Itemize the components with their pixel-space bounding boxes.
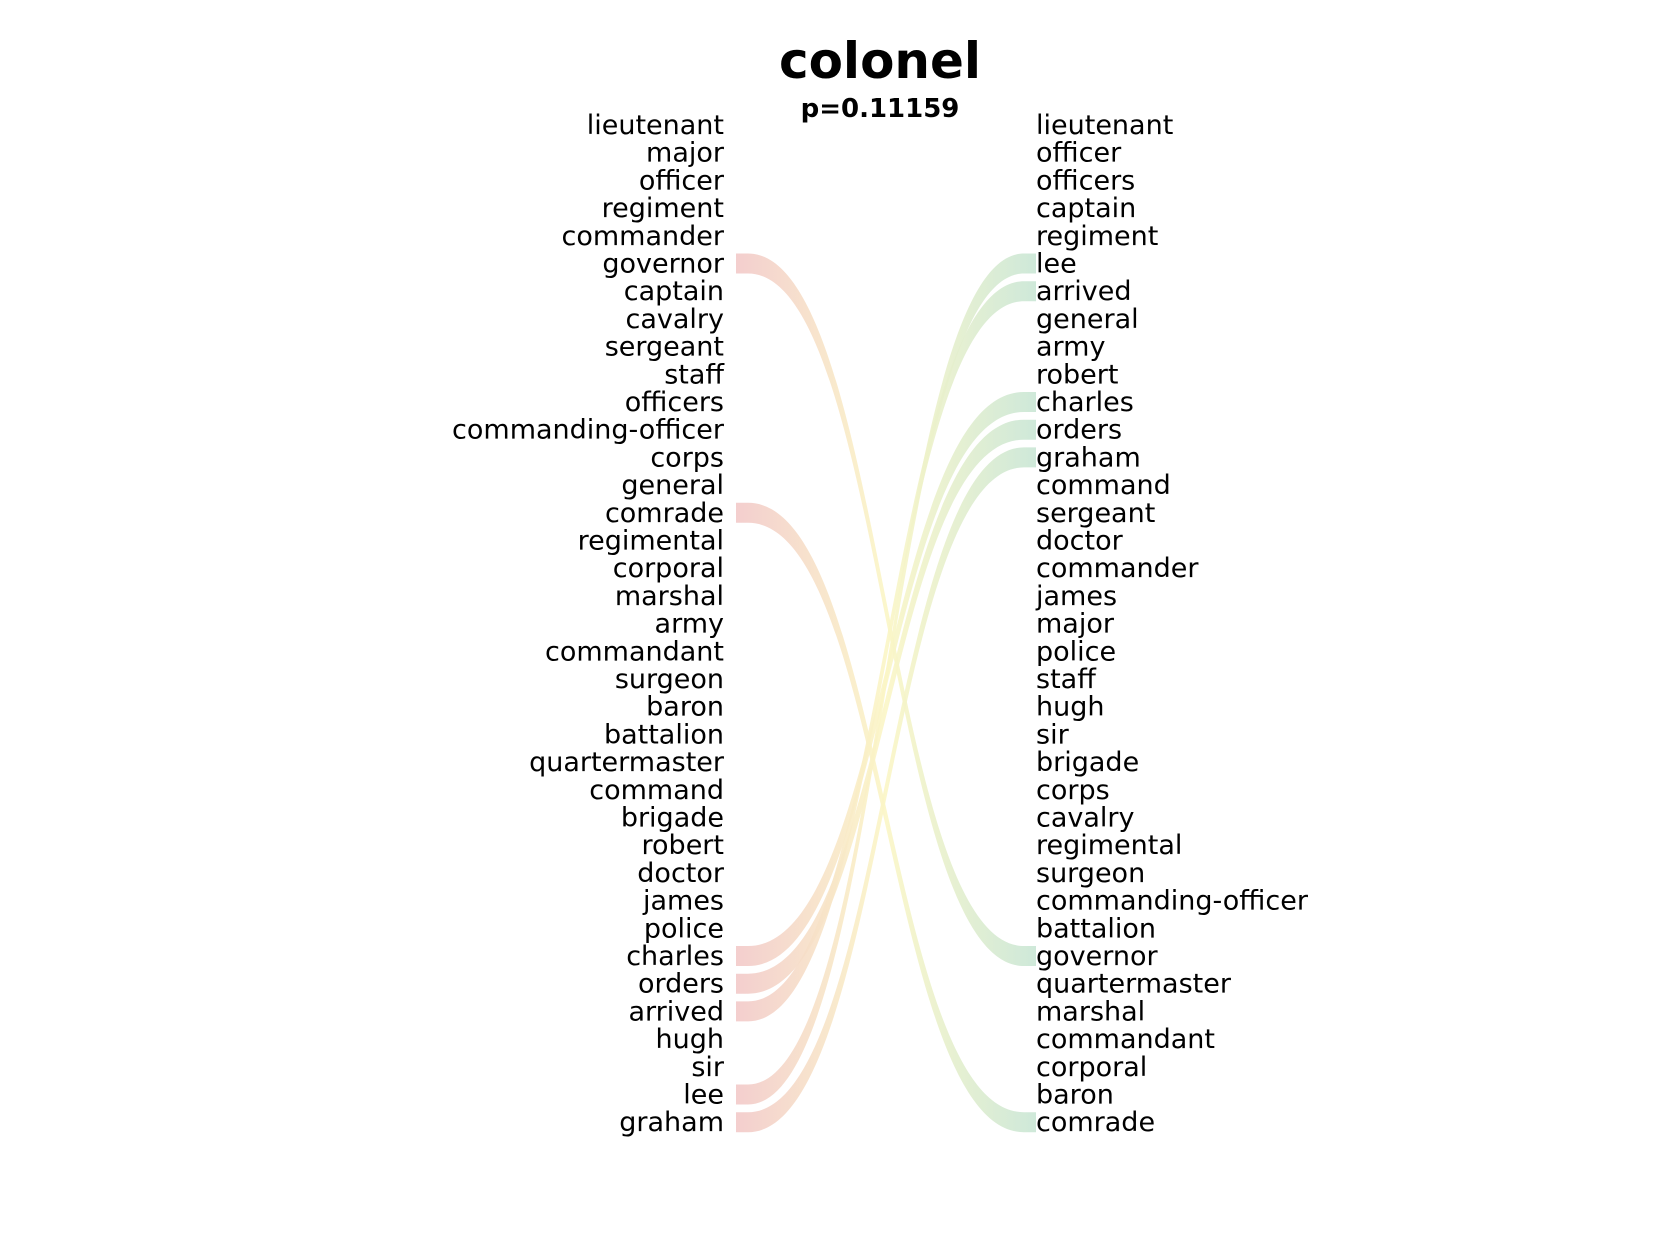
right-word-label: battalion	[1036, 913, 1156, 944]
right-word-label: regimental	[1036, 830, 1182, 861]
right-word-label: quartermaster	[1036, 969, 1232, 1000]
left-word-label: hugh	[656, 1024, 724, 1055]
chart-title: colonel	[779, 32, 981, 90]
link-ribbon-arrived	[736, 281, 1036, 1022]
left-word-label: regiment	[602, 193, 724, 224]
left-word-label: surgeon	[615, 664, 724, 695]
right-word-label: charles	[1036, 387, 1134, 418]
right-word-label: baron	[1036, 1080, 1114, 1111]
left-word-label: cavalry	[626, 304, 725, 335]
left-word-label: marshal	[615, 581, 724, 612]
left-word-label: robert	[642, 830, 724, 861]
left-word-label: arrived	[628, 996, 724, 1027]
right-word-label: commandant	[1036, 1024, 1215, 1055]
left-word-label: corporal	[613, 553, 724, 584]
left-word-label: baron	[646, 692, 724, 723]
left-word-label: general	[621, 470, 724, 501]
right-word-label: governor	[1036, 941, 1159, 972]
right-word-label: sir	[1036, 719, 1070, 750]
link-ribbon-orders	[736, 419, 1036, 994]
right-word-label: corps	[1036, 775, 1110, 806]
left-word-label: army	[655, 609, 724, 640]
right-word-label: commanding-officer	[1036, 886, 1309, 917]
left-word-label: corps	[650, 442, 724, 473]
right-word-label: regiment	[1036, 221, 1158, 252]
left-word-label: james	[642, 886, 724, 917]
left-word-label: officers	[625, 387, 724, 418]
left-word-label: commandant	[545, 636, 724, 667]
right-word-label: army	[1036, 332, 1105, 363]
right-word-label: brigade	[1036, 747, 1139, 778]
right-word-label: orders	[1036, 415, 1122, 446]
left-word-label: governor	[602, 249, 725, 280]
link-ribbon-graham	[736, 447, 1036, 1133]
left-word-label: captain	[624, 276, 724, 307]
left-word-label: sir	[691, 1052, 725, 1083]
right-word-label: commander	[1036, 553, 1199, 584]
right-word-label: lieutenant	[1036, 110, 1173, 141]
left-word-label: major	[646, 138, 725, 169]
left-word-label: brigade	[621, 803, 724, 834]
link-ribbon-governor	[736, 253, 1036, 966]
right-word-label: major	[1036, 609, 1115, 640]
right-word-label: surgeon	[1036, 858, 1145, 889]
left-word-label: command	[589, 775, 724, 806]
right-word-label: arrived	[1036, 276, 1132, 307]
left-word-label: commanding-officer	[452, 415, 725, 446]
left-word-label: lee	[683, 1080, 724, 1111]
right-word-label: cavalry	[1036, 803, 1135, 834]
left-word-label: regimental	[578, 526, 724, 557]
left-word-label: doctor	[637, 858, 725, 889]
left-word-label: orders	[638, 969, 724, 1000]
right-word-label: doctor	[1036, 526, 1124, 557]
right-word-label: general	[1036, 304, 1139, 335]
right-word-label: graham	[1036, 442, 1141, 473]
right-word-label: lee	[1036, 249, 1077, 280]
right-word-label: corporal	[1036, 1052, 1147, 1083]
left-word-label: officer	[639, 165, 725, 196]
left-word-label: staff	[664, 359, 725, 390]
right-word-label: officers	[1036, 165, 1135, 196]
left-word-label: commander	[562, 221, 725, 252]
link-ribbon-comrade	[736, 502, 1036, 1133]
right-word-label: police	[1036, 636, 1116, 667]
left-word-label: comrade	[605, 498, 724, 529]
right-word-label: officer	[1036, 138, 1122, 169]
right-word-label: james	[1035, 581, 1117, 612]
chart-subtitle: p=0.11159	[801, 94, 960, 124]
link-ribbon-lee	[736, 253, 1036, 1105]
right-word-label: captain	[1036, 193, 1136, 224]
left-word-list: lieutenantmajorofficerregimentcommanderg…	[452, 110, 725, 1138]
right-word-label: hugh	[1036, 692, 1104, 723]
left-word-label: quartermaster	[529, 747, 725, 778]
right-word-label: staff	[1036, 664, 1097, 695]
right-word-label: command	[1036, 470, 1171, 501]
left-word-label: lieutenant	[587, 110, 724, 141]
left-word-label: battalion	[604, 719, 724, 750]
right-word-label: robert	[1036, 359, 1118, 390]
right-word-label: sergeant	[1036, 498, 1155, 529]
right-word-label: marshal	[1036, 996, 1145, 1027]
right-word-label: comrade	[1036, 1107, 1155, 1138]
left-word-label: police	[644, 913, 724, 944]
right-word-list: lieutenantofficerofficerscaptainregiment…	[1035, 110, 1309, 1138]
left-word-label: charles	[626, 941, 724, 972]
link-ribbons	[736, 253, 1036, 1133]
left-word-label: sergeant	[605, 332, 724, 363]
left-word-label: graham	[619, 1107, 724, 1138]
